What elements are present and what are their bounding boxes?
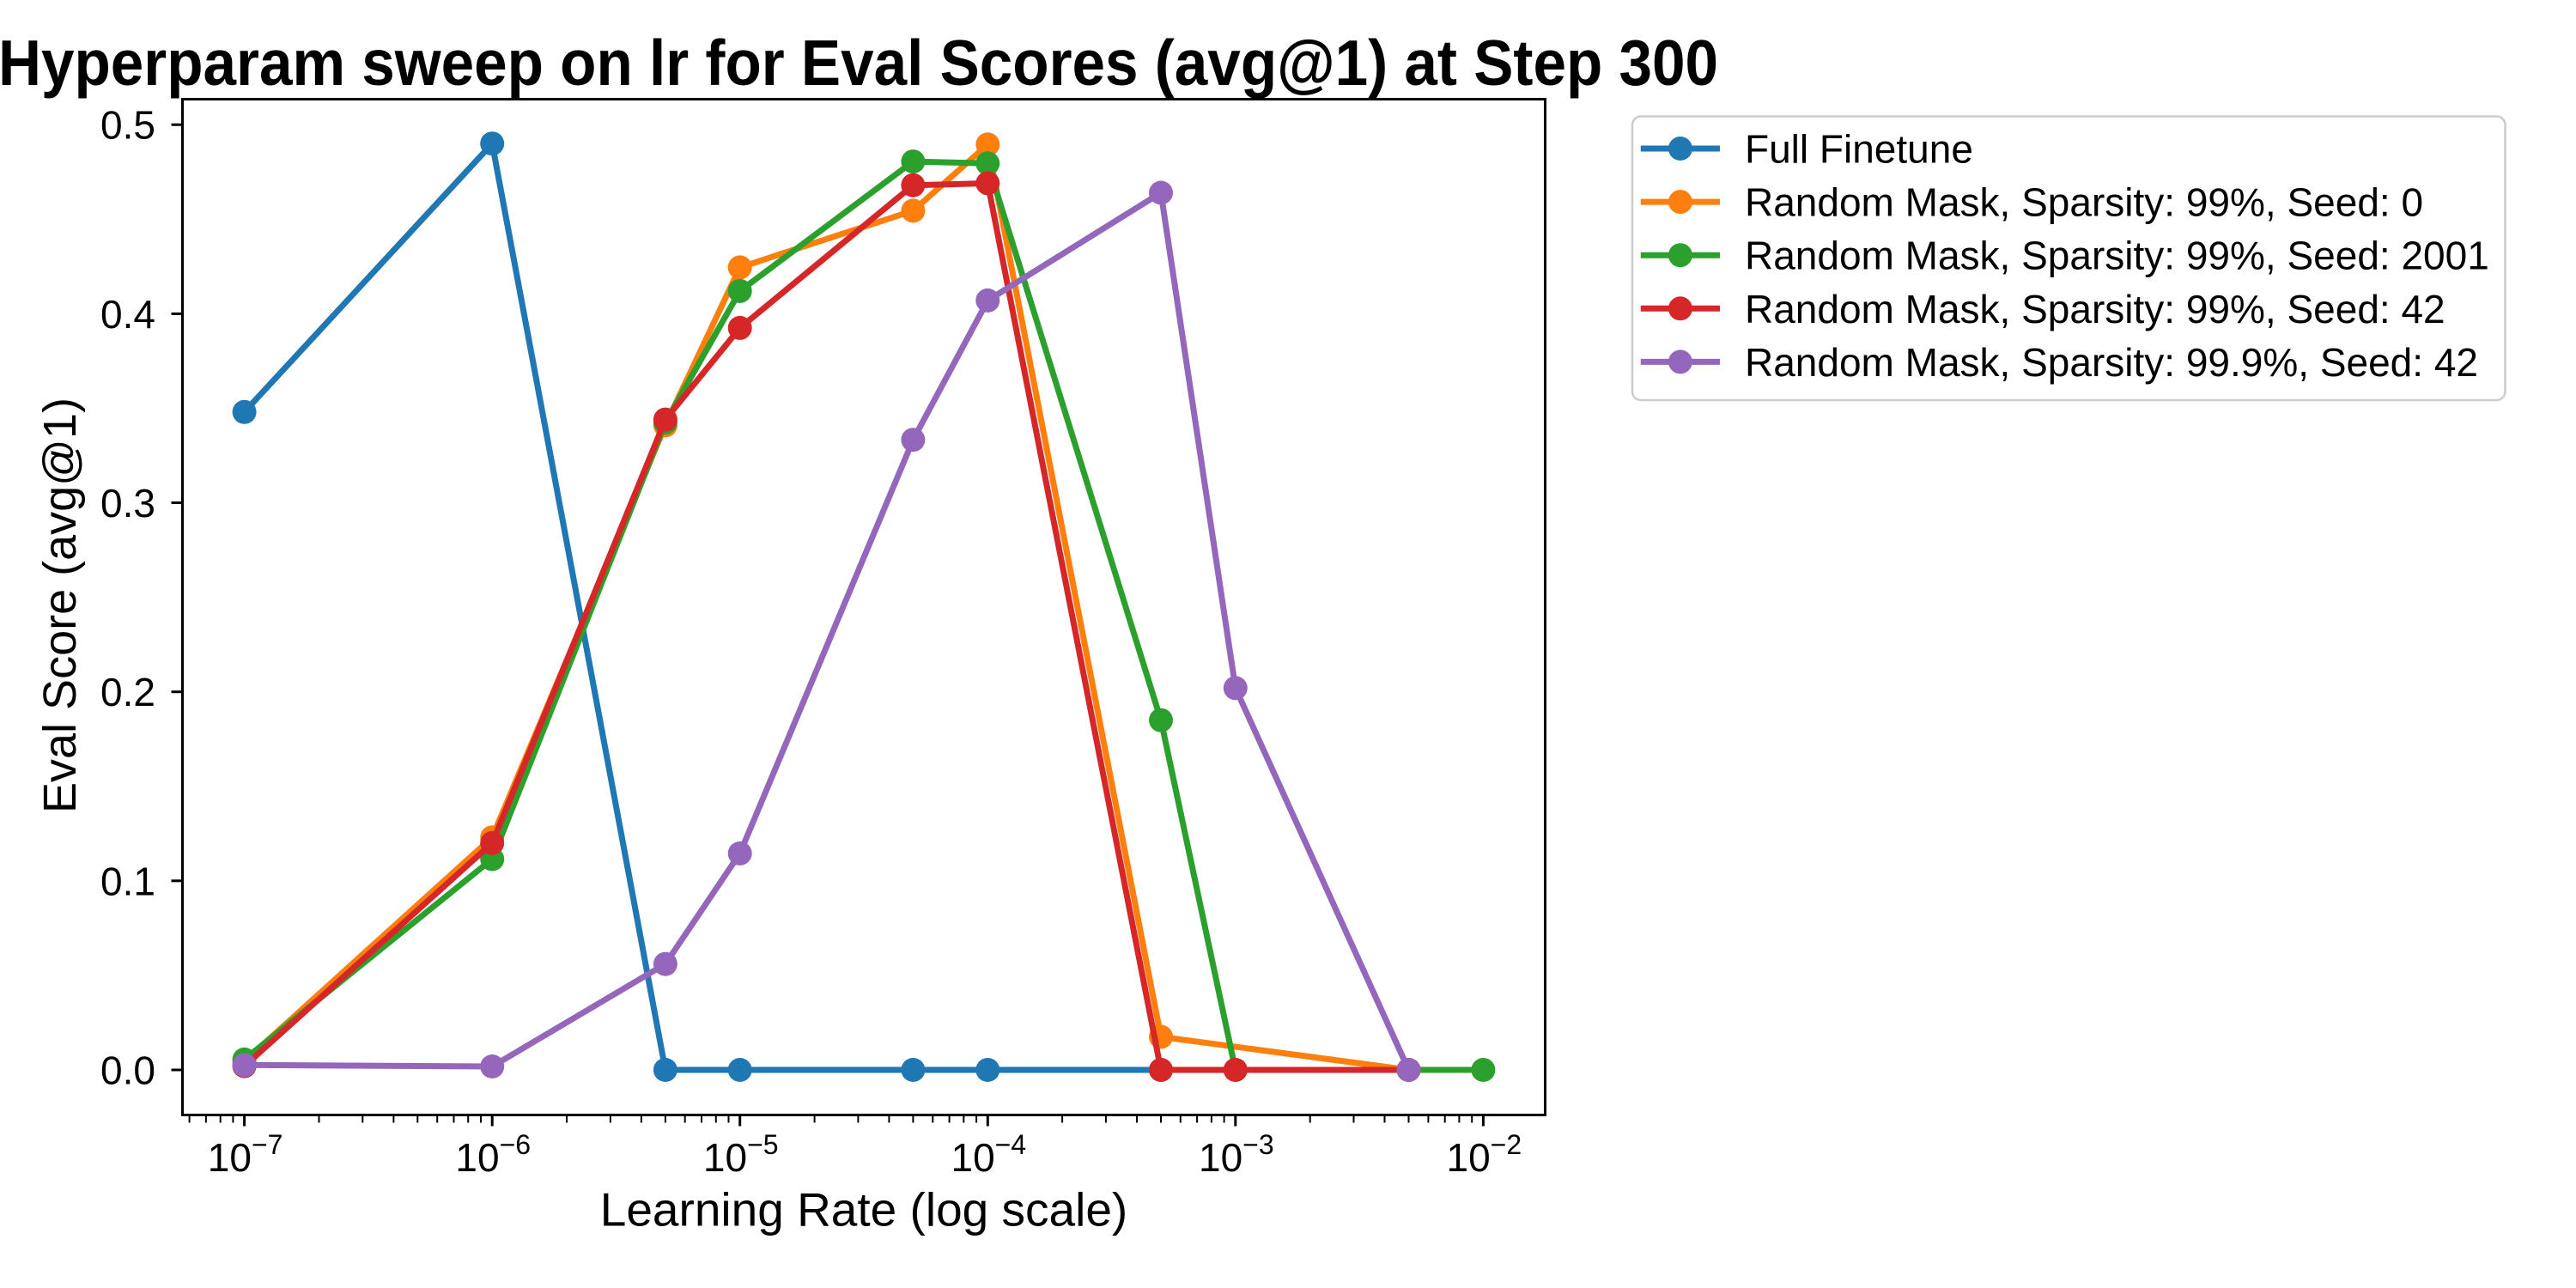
- svg-text:Random Mask, Sparsity: 99%, Se: Random Mask, Sparsity: 99%, Seed: 0: [1745, 180, 2423, 225]
- svg-text:0.0: 0.0: [100, 1048, 155, 1093]
- svg-text:Eval Score (avg@1): Eval Score (avg@1): [34, 398, 86, 813]
- svg-text:Full Finetune: Full Finetune: [1745, 127, 1973, 172]
- svg-text:0.1: 0.1: [100, 859, 155, 903]
- svg-text:10−4: 10−4: [951, 1129, 1027, 1180]
- svg-text:0.4: 0.4: [100, 292, 155, 337]
- svg-text:Random Mask, Sparsity: 99%, Se: Random Mask, Sparsity: 99%, Seed: 2001: [1745, 234, 2489, 278]
- svg-text:Hyperparam sweep on lr for Eva: Hyperparam sweep on lr for Eval Scores (…: [0, 27, 1718, 99]
- svg-text:0.5: 0.5: [100, 103, 155, 148]
- svg-text:10−7: 10−7: [208, 1129, 283, 1180]
- svg-text:Learning Rate (log scale): Learning Rate (log scale): [600, 1183, 1128, 1236]
- svg-text:Random Mask, Sparsity: 99%, Se: Random Mask, Sparsity: 99%, Seed: 42: [1745, 287, 2445, 331]
- svg-text:0.3: 0.3: [100, 481, 155, 526]
- svg-text:0.2: 0.2: [100, 670, 155, 714]
- svg-text:Random Mask, Sparsity: 99.9%,: Random Mask, Sparsity: 99.9%, Seed: 42: [1745, 340, 2478, 385]
